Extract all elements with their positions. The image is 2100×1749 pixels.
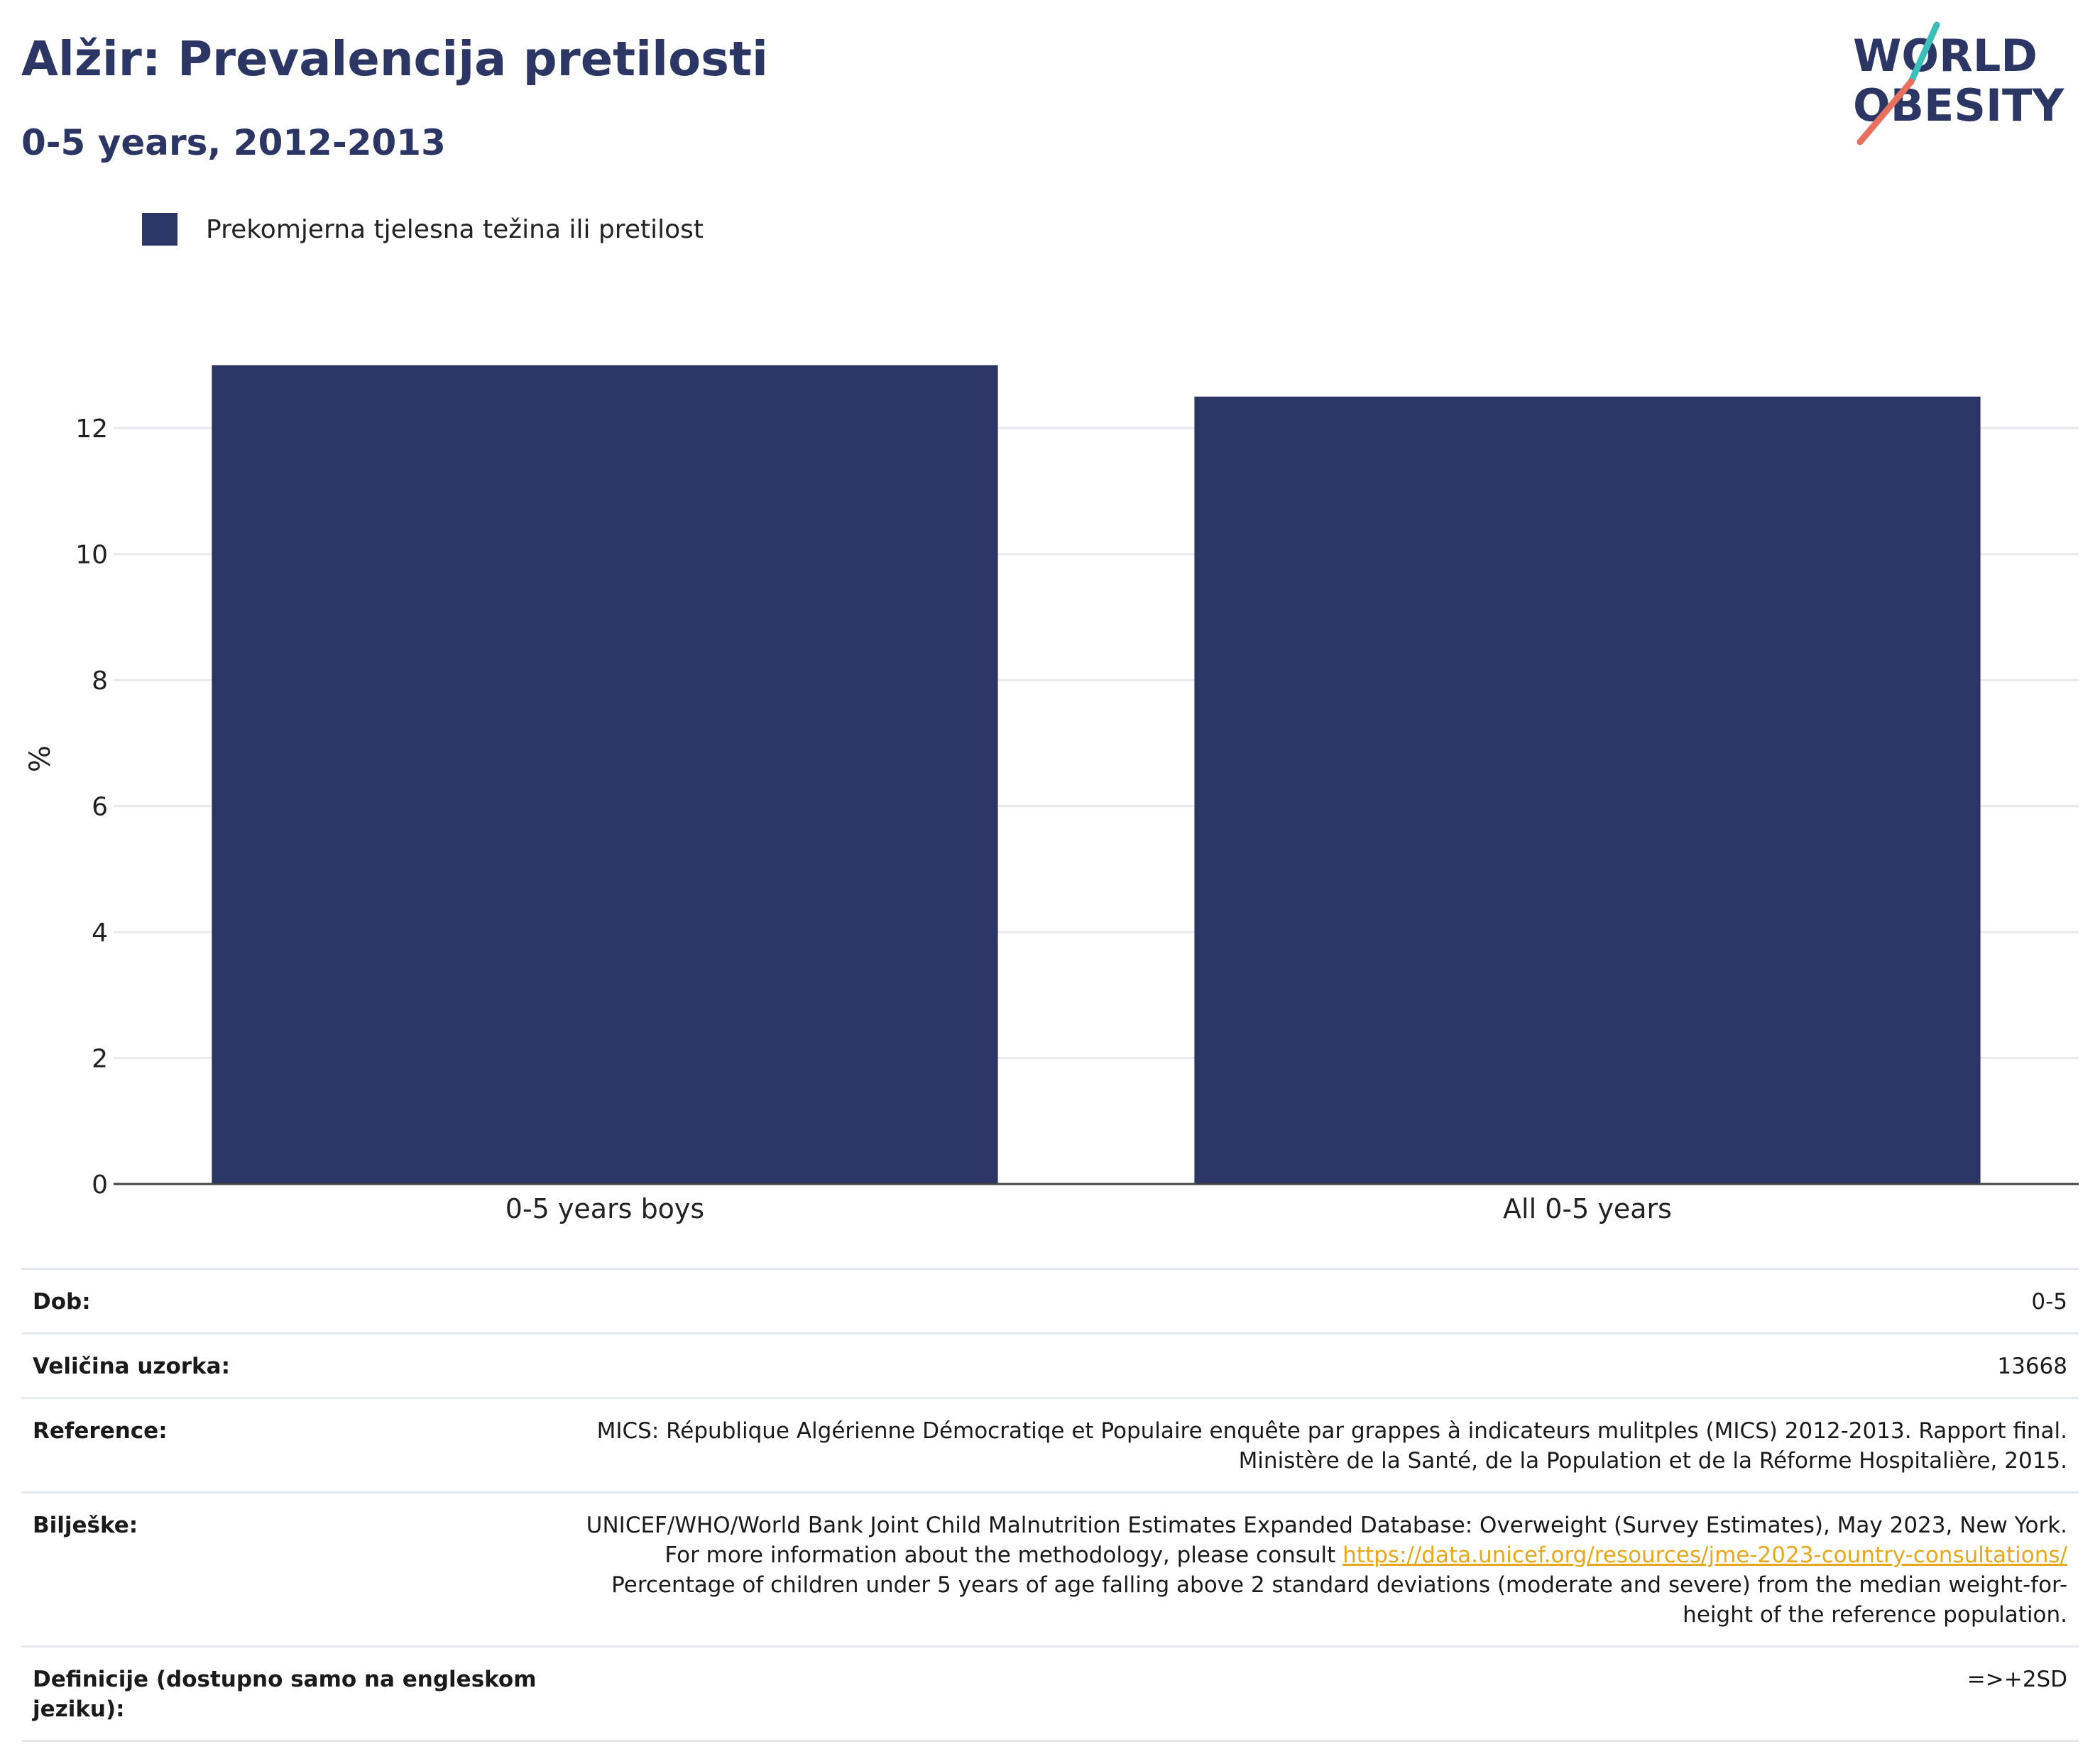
x-tick-label: All 0-5 years (1503, 1193, 1672, 1224)
info-value-sample-size: 13668 (1997, 1354, 2067, 1379)
info-row-notes: Bilješke: UNICEF/WHO/World Bank Joint Ch… (21, 1491, 2079, 1645)
y-tick-label: 2 (92, 1045, 108, 1074)
info-label-definitions: Definicije (dostupno samo na engleskom j… (33, 1667, 537, 1722)
logo-slash-coral (1856, 78, 1915, 146)
chart-legend: Prekomjerna tjelesna težina ili pretilos… (142, 209, 704, 249)
info-value-reference: MICS: République Algérienne Démocratiqe … (596, 1418, 2067, 1474)
info-label-sample-size: Veličina uzorka: (33, 1354, 230, 1379)
bar (212, 365, 998, 1184)
info-value-notes: UNICEF/WHO/World Bank Joint Child Malnut… (576, 1510, 2067, 1630)
info-label-reference: Reference: (33, 1418, 168, 1444)
x-tick-label: 0-5 years boys (505, 1193, 704, 1224)
info-label-age: Dob: (33, 1289, 91, 1315)
info-row-reference: Reference: MICS: République Algérienne D… (21, 1397, 2079, 1491)
info-table: Dob: 0-5 Veličina uzorka: 13668 Referenc… (21, 1268, 2079, 1742)
bar (1194, 396, 1981, 1184)
y-tick-label: 6 (92, 793, 108, 822)
y-tick-label: 8 (92, 667, 108, 696)
legend-swatch (142, 213, 177, 246)
bar-chart: 0 2 4 6 8 10 12 0-5 years boys All 0-5 years% (24, 365, 2079, 1224)
world-obesity-logo: WORLD OBESITY (1853, 21, 2065, 146)
notes-text-after: Percentage of children under 5 years of … (611, 1572, 2067, 1628)
logo-slash-teal (1908, 21, 1940, 85)
info-row-sample-size: Veličina uzorka: 13668 (21, 1332, 2079, 1397)
y-tick-label: 10 (75, 541, 108, 570)
info-value-definitions: =>+2SD (1967, 1667, 2067, 1692)
notes-text-before: UNICEF/WHO/World Bank Joint Child Malnut… (586, 1513, 2067, 1568)
y-axis-title: % (24, 745, 57, 772)
y-tick-label: 12 (75, 415, 108, 444)
chart-title: Alžir: Prevalencija pretilosti (21, 31, 769, 87)
y-tick-label: 0 (92, 1170, 108, 1200)
notes-link[interactable]: https://data.unicef.org/resources/jme-20… (1342, 1542, 2067, 1568)
info-row-definitions: Definicije (dostupno samo na engleskom j… (21, 1645, 2079, 1742)
logo-word-world: WORLD (1853, 30, 2038, 82)
chart-subtitle: 0-5 years, 2012-2013 (21, 122, 446, 163)
info-label-notes: Bilješke: (33, 1513, 138, 1538)
info-row-age: Dob: 0-5 (21, 1268, 2079, 1332)
y-tick-label: 4 (92, 919, 108, 948)
info-value-age: 0-5 (2031, 1289, 2067, 1315)
legend-label: Prekomjerna tjelesna težina ili pretilos… (206, 214, 704, 244)
